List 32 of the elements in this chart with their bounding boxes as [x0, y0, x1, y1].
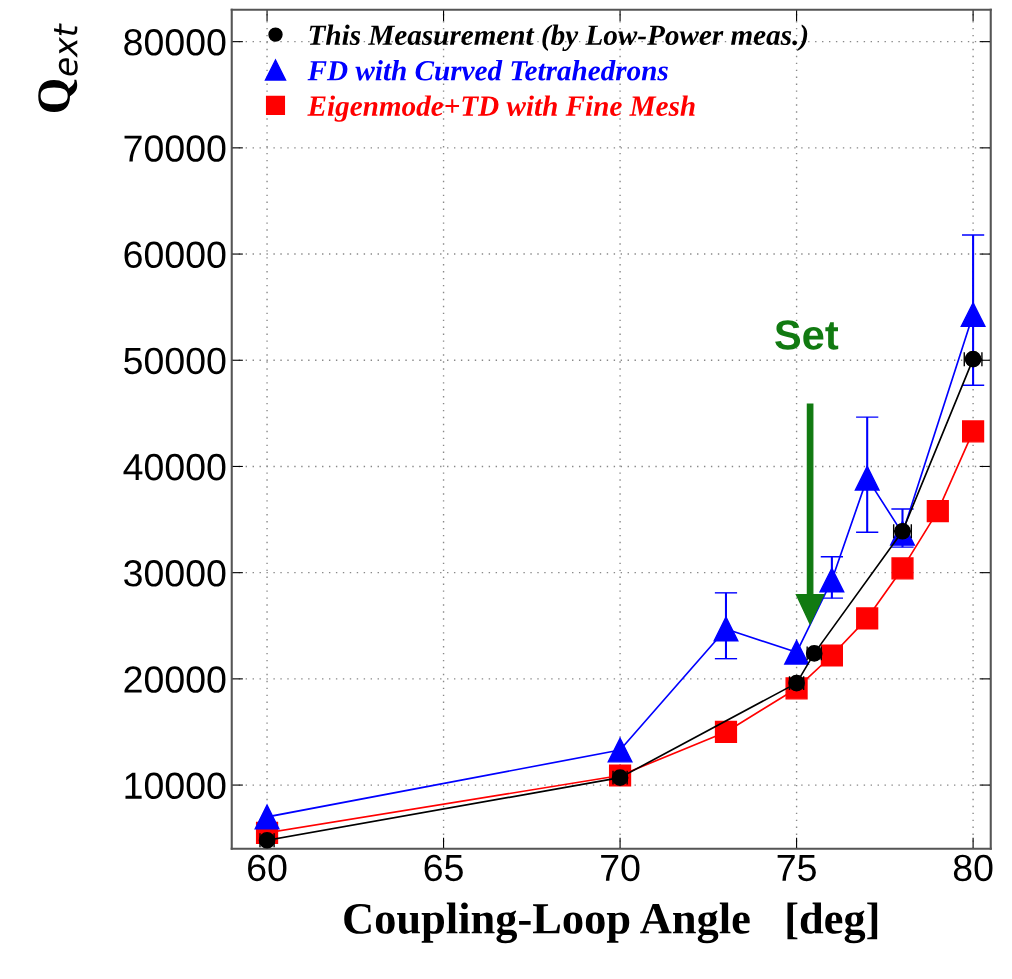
point — [254, 804, 280, 830]
point — [960, 302, 986, 328]
y-tick-label: 80000 — [124, 29, 226, 56]
point — [854, 465, 880, 491]
y-tick-label: 50000 — [124, 347, 226, 375]
annotation: Set — [775, 320, 839, 350]
y-tick-label: 10000 — [125, 772, 226, 800]
x-tick-label: 65 — [424, 854, 463, 882]
legend-label: This Measurement (by Low-Power meas.) — [309, 24, 808, 52]
x-tick-label: 60 — [248, 854, 287, 882]
y-tick-label: 30000 — [124, 560, 226, 587]
point — [926, 499, 949, 523]
point — [713, 616, 739, 642]
point — [819, 567, 845, 593]
point — [961, 420, 985, 443]
point — [820, 644, 843, 667]
x-tick-label: 75 — [777, 855, 816, 882]
point — [714, 720, 738, 744]
x-axis-title: Coupling-Loop Angle [deg] — [344, 902, 878, 944]
point — [891, 557, 914, 580]
y-tick-label: 70000 — [124, 135, 226, 162]
y-tick-label: 40000 — [123, 453, 226, 481]
y-tick-label: 20000 — [124, 666, 226, 693]
point — [784, 639, 810, 665]
y-tick-label: 60000 — [124, 241, 226, 269]
point — [607, 737, 633, 763]
y-axis-title: Q$_{ext}$ — [38, 23, 78, 113]
legend-label: Eigenmode+TD with Fine Mesh — [307, 95, 695, 122]
x-tick-label: 70 — [601, 854, 640, 882]
legend-label: FD with Curved Tetrahedrons — [307, 60, 668, 81]
x-tick-label: 80 — [953, 854, 993, 882]
point — [856, 607, 879, 630]
